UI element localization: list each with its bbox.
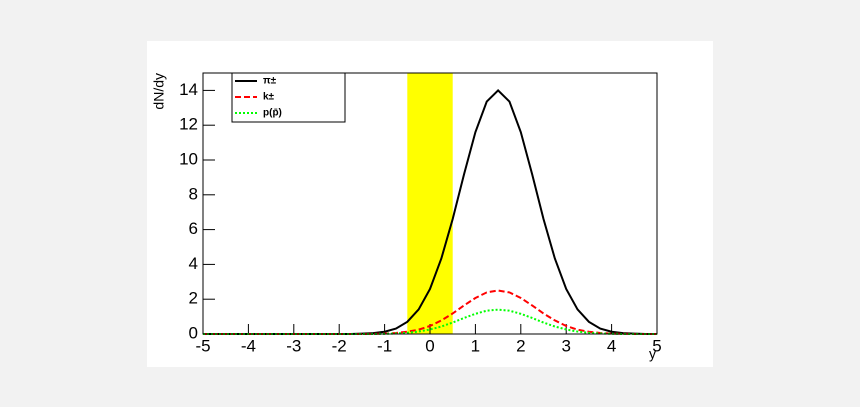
y-tick-label: 0	[189, 323, 198, 342]
legend-label: p(p̄)	[263, 108, 282, 119]
y-tick-label: 8	[189, 184, 198, 203]
highlight-band	[407, 73, 453, 334]
plot-frame	[202, 72, 658, 335]
series-line	[203, 308, 657, 335]
x-tick-label: -4	[241, 336, 256, 355]
x-tick-label: 2	[516, 336, 525, 355]
x-tick-label: 3	[561, 336, 570, 355]
legend-label: π±	[263, 76, 277, 87]
x-tick-label: -5	[195, 336, 210, 355]
x-tick-label: -3	[286, 336, 301, 355]
x-tick-label: 4	[607, 336, 616, 355]
x-tick-label: 5	[652, 336, 661, 355]
x-tick-label: 0	[425, 336, 434, 355]
legend-label: k±	[263, 92, 275, 103]
y-tick-label: 14	[179, 80, 198, 99]
x-tick-label: -2	[332, 336, 347, 355]
y-tick-label: 4	[189, 254, 198, 273]
y-tick-label: 2	[189, 289, 198, 308]
y-tick-label: 6	[189, 219, 198, 238]
y-axis-label: dN/dy	[151, 73, 167, 110]
y-tick-label: 10	[179, 149, 198, 168]
y-tick-label: 12	[179, 115, 198, 134]
x-axis-label: y	[649, 346, 656, 362]
x-tick-label: -1	[377, 336, 392, 355]
x-tick-label: 1	[471, 336, 480, 355]
